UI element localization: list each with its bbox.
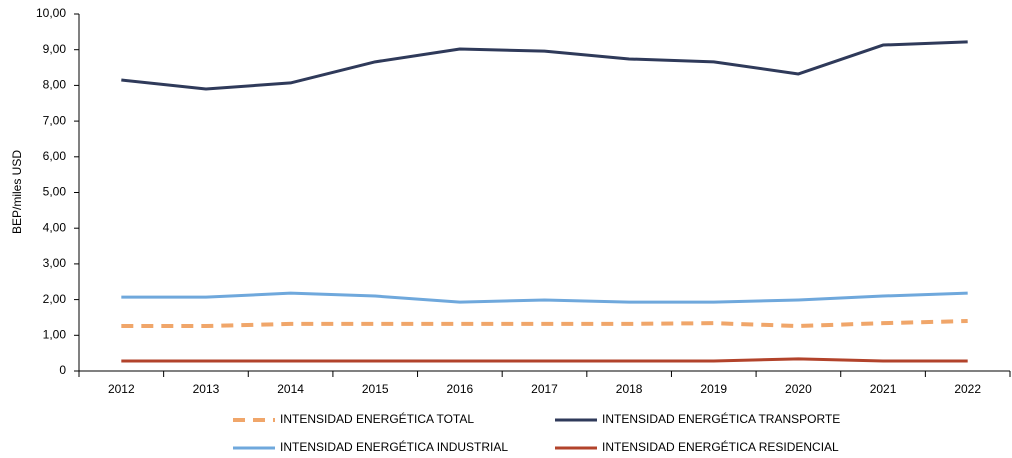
x-tick-label: 2013 — [193, 382, 220, 396]
y-tick-label: 4,00 — [43, 220, 67, 234]
x-tick-label: 2016 — [447, 382, 474, 396]
legend-label: INTENSIDAD ENERGÉTICA INDUSTRIAL — [280, 439, 508, 454]
x-tick-label: 2018 — [616, 382, 643, 396]
y-axis-label: BEP/miles USD — [10, 150, 24, 234]
x-tick-label: 2021 — [870, 382, 897, 396]
y-tick-label: 7,00 — [43, 113, 67, 127]
x-tick-label: 2012 — [108, 382, 135, 396]
x-tick-label: 2015 — [362, 382, 389, 396]
series-line — [121, 357, 968, 363]
y-tick-label: 0 — [59, 363, 66, 377]
y-tick-label: 1,00 — [43, 327, 67, 341]
series-line — [121, 291, 968, 304]
x-tick-label: 2019 — [700, 382, 727, 396]
y-tick-label: 6,00 — [43, 149, 67, 163]
legend-label: INTENSIDAD ENERGÉTICA RESIDENCIAL — [602, 439, 839, 454]
y-tick-label: 8,00 — [43, 78, 67, 92]
x-tick-label: 2017 — [531, 382, 558, 396]
x-tick-label: 2020 — [785, 382, 812, 396]
y-tick-label: 3,00 — [43, 256, 67, 270]
series-line — [121, 40, 968, 91]
series-line — [121, 319, 968, 329]
legend-label: INTENSIDAD ENERGÉTICA TOTAL — [280, 411, 474, 426]
y-tick-label: 2,00 — [43, 292, 67, 306]
y-tick-label: 9,00 — [43, 42, 67, 56]
x-tick-label: 2014 — [277, 382, 304, 396]
y-tick-label: 5,00 — [43, 185, 67, 199]
legend-label: INTENSIDAD ENERGÉTICA TRANSPORTE — [602, 411, 840, 426]
x-tick-label: 2022 — [954, 382, 981, 396]
y-tick-label: 10,00 — [36, 6, 66, 20]
